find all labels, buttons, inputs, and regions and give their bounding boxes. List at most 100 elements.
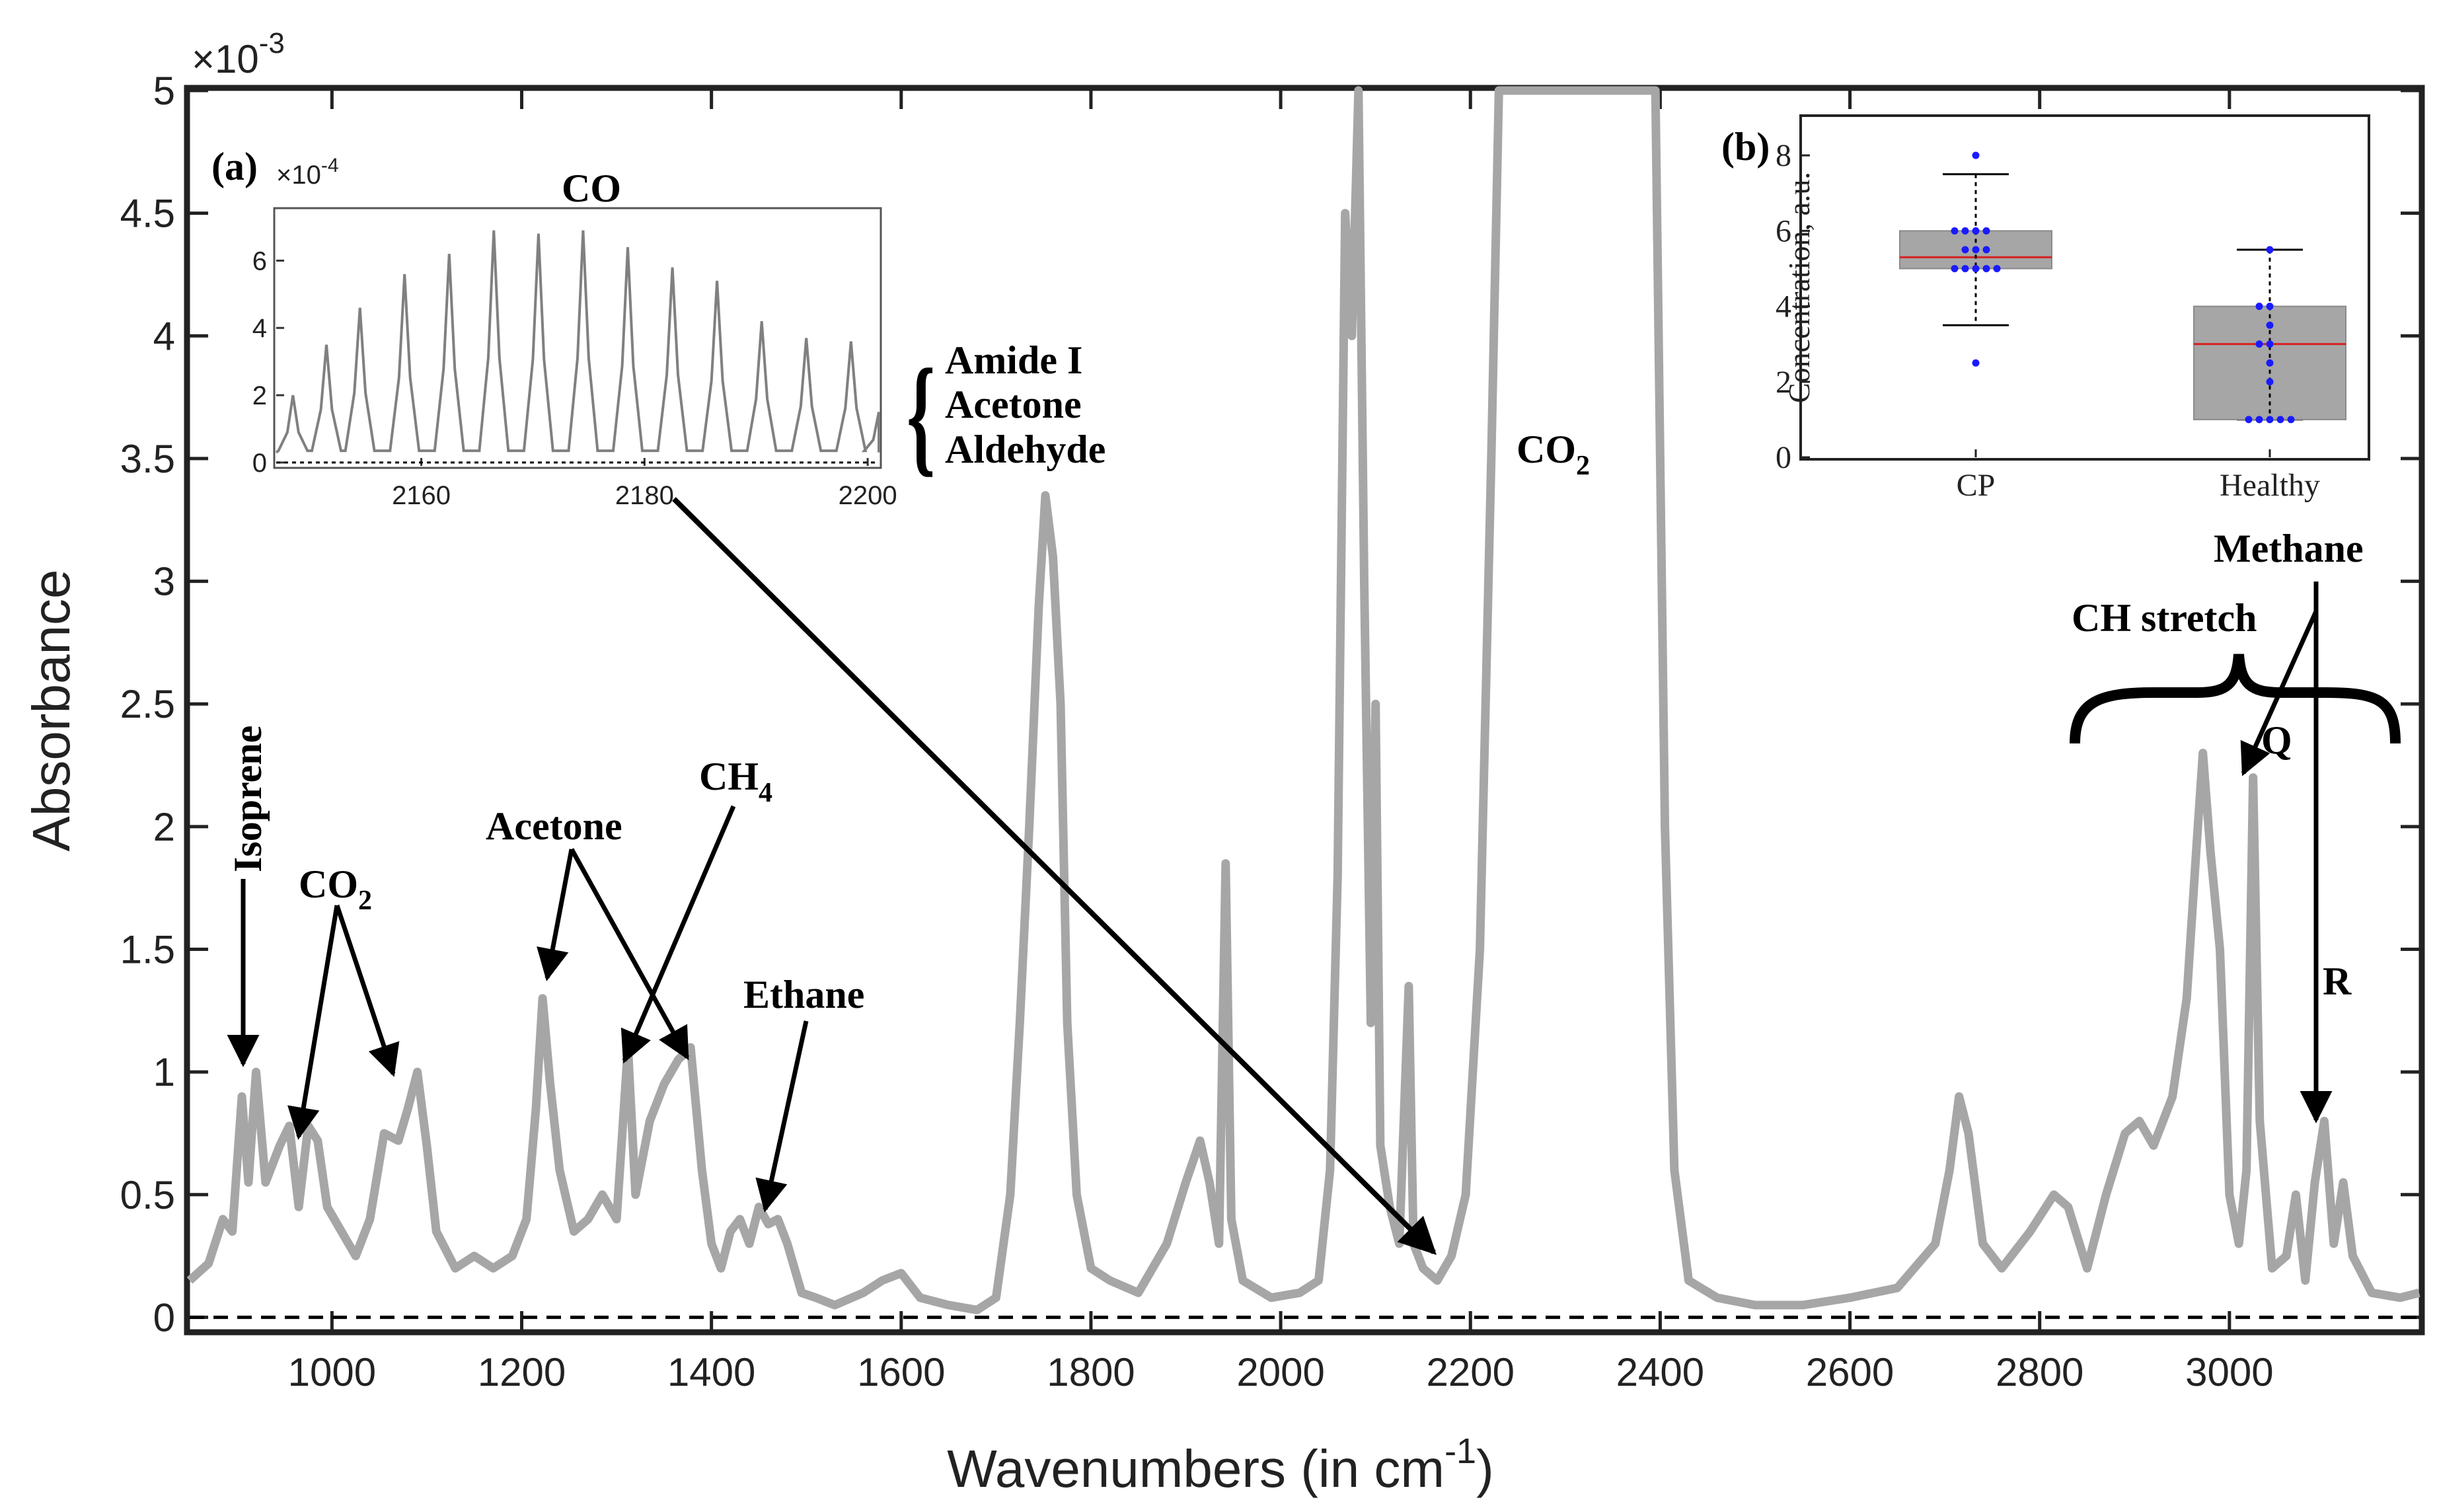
inset-co-spectrum (275, 230, 880, 454)
boxplot-point (2266, 378, 2274, 386)
x-tick-label: 1000 (288, 1350, 376, 1394)
brace-item-amide: Amide I (945, 338, 1082, 382)
y-tick-label: 1.5 (120, 928, 175, 972)
x-tick-label: 1200 (478, 1350, 566, 1394)
annotation-co2-left: CO2 (299, 862, 372, 916)
arrow-ch4 (620, 805, 736, 1064)
x-tick-label: 1400 (667, 1350, 755, 1394)
boxplot-point (1961, 246, 1969, 254)
inset-x-tick-labels: 2160 2180 2200 (392, 481, 897, 510)
x-tick-label: 2600 (1806, 1350, 1894, 1394)
boxplot-boxes (1899, 151, 2346, 424)
boxplot-point (2266, 321, 2274, 329)
y-tick-label: 0 (153, 1295, 175, 1340)
boxplot-y-tick-label: 4 (1776, 289, 1791, 324)
arrow-ethane (755, 1020, 809, 1213)
arrow-co2-left-1 (287, 905, 340, 1140)
annotation-isoprene: Isoprene (226, 726, 270, 872)
annotation-ethane: Ethane (743, 973, 864, 1016)
inset-y-tick-label: 0 (252, 449, 267, 478)
boxplot-point (1982, 227, 1990, 235)
boxplot-point (2287, 416, 2295, 424)
inset-y-tick-labels: 0 2 4 6 (252, 246, 267, 478)
boxplot-point (2266, 340, 2274, 348)
boxplot-x-tick-label: Healthy (2220, 468, 2320, 503)
boxplot-point (1972, 264, 1980, 272)
boxplot-point (1972, 359, 1980, 367)
boxplot-point (1951, 264, 1959, 272)
boxplot-point (1961, 264, 1969, 272)
boxplot-point (2276, 416, 2284, 424)
boxplot-panel-label: (b) (1721, 125, 1770, 169)
boxplot-point (1951, 227, 1959, 235)
main-ticks (190, 89, 2419, 1330)
inset-x-tick-label: 2160 (392, 481, 451, 510)
boxplot-point (1972, 151, 1980, 159)
y-tick-labels: 0 0.5 1 1.5 2 2.5 3 3.5 4 4.5 5 (120, 69, 175, 1340)
inset-b: 0 2 4 6 8 CP Healthy (b) Concentration, a.u. (1721, 114, 2370, 503)
annotation-r-branch: R (2323, 960, 2352, 1003)
boxplot-point (1993, 264, 2001, 272)
boxplot-x-tick-label: CP (1957, 468, 1996, 503)
inset-y-tick-label: 2 (252, 381, 267, 410)
boxplot-point (2255, 340, 2263, 348)
annotation-methane: Methane (2214, 527, 2364, 570)
annotation-ch-stretch: CH stretch (2072, 596, 2257, 640)
boxplot-y-tick-label: 0 (1776, 440, 1791, 475)
x-axis-label: Wavenumbers (in cm-1) (947, 1431, 1493, 1498)
y-tick-label: 4.5 (120, 192, 175, 236)
y-tick-label: 3 (153, 560, 175, 604)
boxplot-ticks (1802, 154, 2271, 459)
annotation-co2-main: CO2 (1517, 428, 1590, 481)
boxplot-point (2255, 303, 2263, 311)
y-tick-label: 2 (153, 805, 175, 849)
boxplot-x-tick-labels: CP Healthy (1957, 468, 2320, 503)
inset-x-tick-label: 2180 (615, 481, 674, 510)
arrow-inset-co (672, 497, 1437, 1255)
annotation-acetone: Acetone (486, 804, 622, 848)
x-tick-label: 1800 (1047, 1350, 1135, 1394)
arrow-co2-left-2 (334, 904, 400, 1077)
boxplot-point (2266, 246, 2274, 254)
boxplot-point (2266, 359, 2274, 367)
ch-stretch-brace (2070, 654, 2401, 744)
inset-panel-label: (a) (211, 145, 258, 188)
brace-item-aldehyde: Aldehyde (945, 428, 1106, 471)
boxplot-point (2245, 416, 2253, 424)
arrow-acetone-1 (537, 849, 574, 981)
boxplot-y-label: Concentration, a.u. (1782, 172, 1816, 403)
boxplot-point (2255, 416, 2263, 424)
x-tick-labels: 1000 1200 1400 1600 1800 2000 2200 2400 2600 2800… (288, 1350, 2274, 1394)
y-tick-label: 5 (153, 69, 175, 113)
y-tick-label: 0.5 (120, 1173, 175, 1217)
inset-a: 2160 2180 2200 0 2 4 6 (a) ×10-4 CO (211, 145, 897, 510)
x-tick-label: 2200 (1427, 1350, 1515, 1394)
y-tick-label: 2.5 (120, 682, 175, 726)
y-tick-label: 3.5 (120, 437, 175, 481)
boxplot-point (2266, 416, 2274, 424)
x-tick-label: 2000 (1236, 1350, 1324, 1394)
brace-item-acetone: Acetone (945, 383, 1082, 426)
boxplot-y-tick-labels: 0 2 4 6 8 (1776, 138, 1791, 475)
x-tick-label: 3000 (2185, 1350, 2273, 1394)
inset-y-tick-label: 4 (252, 314, 267, 343)
boxplot-y-tick-label: 2 (1776, 365, 1791, 400)
boxplot-point (1972, 246, 1980, 254)
annotation-q-branch: Q (2261, 718, 2292, 762)
brace-left: { (907, 342, 935, 488)
boxplot-y-tick-label: 8 (1776, 138, 1791, 173)
boxplot-point (2266, 303, 2274, 311)
inset-title: CO (562, 167, 621, 210)
inset-exponent: ×10-4 (276, 155, 339, 190)
boxplot-point (1982, 264, 1990, 272)
y-exponent: ×10-3 (192, 27, 285, 81)
x-tick-label: 1600 (857, 1350, 945, 1394)
boxplot-y-tick-label: 6 (1776, 213, 1791, 248)
arrow-acetone-2 (569, 848, 690, 1061)
inset-y-tick-label: 6 (252, 246, 267, 276)
boxplot-point (1982, 246, 1990, 254)
arrow-methane-q (2240, 610, 2319, 776)
inset-x-tick-label: 2200 (839, 481, 897, 510)
y-tick-label: 4 (153, 314, 175, 358)
